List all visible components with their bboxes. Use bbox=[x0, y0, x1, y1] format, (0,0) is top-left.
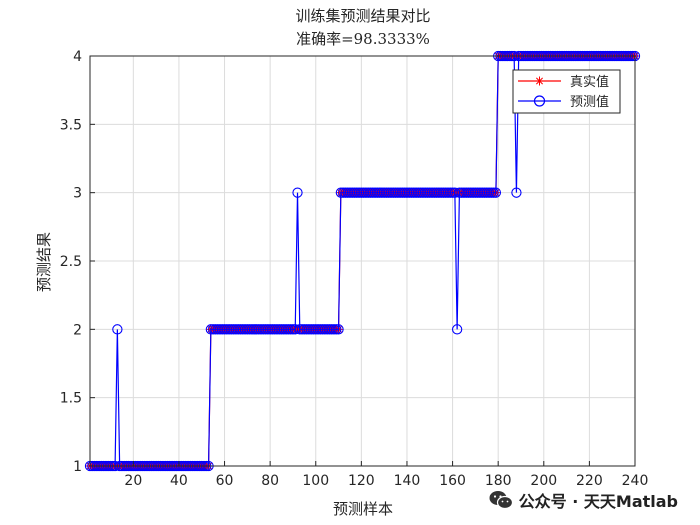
y-tick-label: 2 bbox=[73, 322, 82, 338]
legend-asterisk bbox=[535, 76, 544, 86]
x-tick-label: 160 bbox=[439, 473, 466, 489]
x-tick-label: 20 bbox=[124, 473, 142, 489]
x-tick-label: 200 bbox=[530, 473, 557, 489]
legend-box bbox=[512, 69, 621, 114]
y-tick-label: 3 bbox=[73, 186, 82, 202]
data-point bbox=[511, 187, 522, 198]
y-tick-label: 1.5 bbox=[60, 391, 82, 407]
y-axis-label: 预测结果 bbox=[35, 232, 53, 292]
y-tick-label: 3.5 bbox=[60, 117, 82, 133]
chart-subtitle: 准确率=98.3333% bbox=[296, 30, 430, 48]
x-axis-label: 预测样本 bbox=[333, 500, 393, 518]
data-point bbox=[490, 187, 502, 198]
legend: 真实值 预测值 bbox=[512, 69, 621, 114]
x-tick-label: 220 bbox=[576, 473, 603, 489]
legend-pred-label: 预测值 bbox=[570, 94, 609, 110]
data-point bbox=[451, 324, 463, 335]
data-point bbox=[292, 187, 303, 198]
legend-true-label: 真实值 bbox=[570, 74, 609, 90]
x-tick-label: 100 bbox=[302, 473, 329, 489]
legend-pred-marker bbox=[533, 95, 546, 107]
legend-true-marker bbox=[535, 76, 544, 86]
x-tick-label: 180 bbox=[485, 473, 512, 489]
axis-ticks: 20 40 60 80 100 120 140 160 180 200 220 240 1 1.5 2 2.5… bbox=[60, 49, 649, 489]
x-tick-label: 140 bbox=[394, 473, 421, 489]
data-point bbox=[333, 324, 344, 335]
chart-title: 训练集预测结果对比 bbox=[295, 7, 430, 25]
wechat-icon bbox=[489, 491, 513, 510]
watermark: 公众号 · 天天Matlab bbox=[489, 488, 678, 512]
x-tick-label: 40 bbox=[170, 473, 188, 489]
y-tick-label: 2.5 bbox=[60, 254, 82, 270]
watermark-text: 公众号 · 天天Matlab bbox=[518, 492, 678, 511]
x-tick-label: 240 bbox=[622, 473, 649, 489]
marker-stroke bbox=[535, 77, 544, 85]
x-tick-label: 80 bbox=[261, 473, 279, 489]
x-tick-label: 60 bbox=[216, 473, 234, 489]
y-tick-label: 4 bbox=[73, 49, 82, 65]
x-tick-label: 120 bbox=[348, 473, 375, 489]
data-point bbox=[112, 324, 123, 335]
y-tick-label: 1 bbox=[73, 459, 82, 475]
